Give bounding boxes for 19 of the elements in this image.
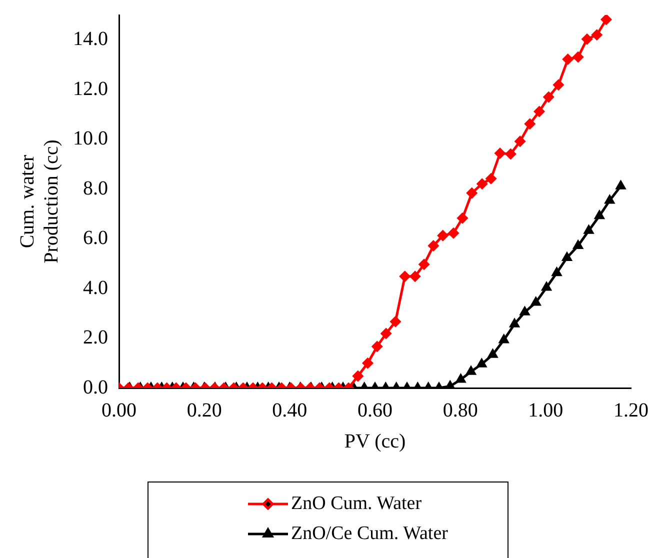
y-tick-label: 2.0 bbox=[83, 326, 108, 349]
x-tick-label: 0.80 bbox=[442, 399, 478, 422]
legend-label: ZnO/Ce Cum. Water bbox=[291, 522, 449, 544]
legend-label: ZnO Cum. Water bbox=[291, 492, 422, 514]
x-tick-label: 1.20 bbox=[614, 399, 648, 422]
x-tick-label: 0.60 bbox=[358, 399, 392, 422]
x-axis-title: PV (cc) bbox=[344, 430, 406, 452]
y-tick-label: 4.0 bbox=[83, 276, 108, 299]
x-tick-label: 1.00 bbox=[528, 399, 564, 422]
x-tick-label: 0.40 bbox=[272, 399, 308, 422]
y-tick-label: 8.0 bbox=[83, 177, 108, 200]
y-axis-title: Cum. water Production (cc) bbox=[16, 140, 62, 264]
x-tick-label: 0.20 bbox=[186, 399, 222, 422]
x-tick-label: 0.00 bbox=[102, 399, 136, 422]
y-tick-label: 0.0 bbox=[83, 376, 108, 398]
y-tick-label: 6.0 bbox=[83, 227, 108, 250]
y-tick-label: 12.0 bbox=[73, 78, 108, 100]
y-tick-label: 10.0 bbox=[73, 128, 108, 150]
y-tick-label: 14.0 bbox=[73, 28, 108, 50]
